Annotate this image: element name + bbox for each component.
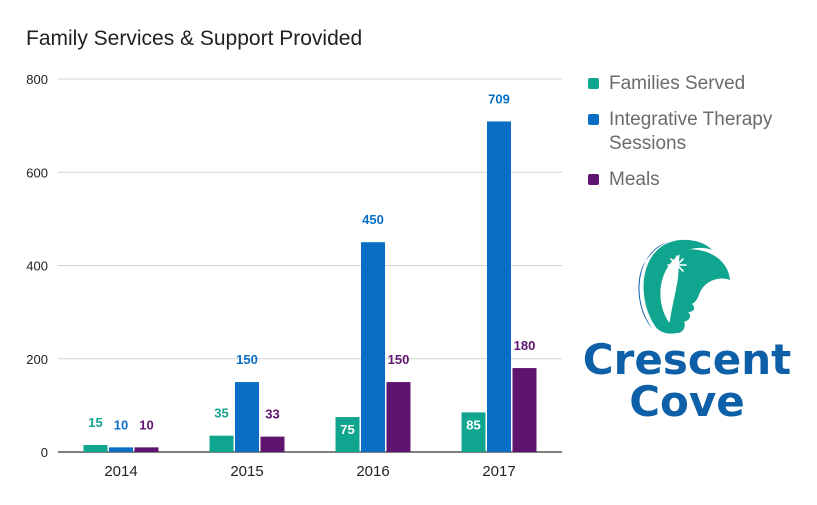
data-label: 150: [236, 352, 258, 367]
y-tick-label: 800: [26, 72, 48, 87]
y-tick-label: 400: [26, 259, 48, 274]
y-tick-label: 600: [26, 165, 48, 180]
legend-item-meals: Meals: [588, 168, 803, 192]
crescent-moon-icon: [643, 239, 712, 334]
data-label: 180: [514, 338, 536, 353]
x-tick-label: 2017: [482, 463, 515, 480]
bar: [109, 447, 133, 452]
gridlines: [58, 78, 562, 453]
legend-label: Families Served: [609, 73, 746, 94]
star-icon: [667, 255, 687, 275]
logo-line-1: Crescent: [583, 335, 791, 384]
bar: [83, 445, 108, 452]
x-tick-label: 2014: [104, 463, 137, 480]
legend-swatch: [588, 114, 599, 125]
bar: [461, 412, 486, 452]
chart-title: Family Services & Support Provided: [26, 27, 363, 50]
data-label: 10: [139, 417, 153, 432]
legend-label: Integrative Therapy Sessions: [609, 109, 773, 154]
data-label: 10: [114, 417, 128, 432]
bar: [386, 382, 411, 452]
x-axis: 2014 2015 2016 2017: [104, 463, 515, 480]
y-tick-label: 0: [41, 445, 48, 460]
bar: [335, 417, 360, 452]
x-tick-label: 2016: [356, 463, 389, 480]
bar: [512, 368, 537, 452]
data-label: 150: [388, 352, 410, 367]
legend-swatch: [588, 174, 599, 185]
data-labels: 15 10 10 35 150 33 75 450 150 85 709 180: [88, 91, 535, 437]
data-label: 15: [88, 415, 102, 430]
bars: [83, 121, 537, 453]
data-label: 450: [362, 212, 384, 227]
x-tick-label: 2015: [230, 463, 263, 480]
legend-swatch: [588, 78, 599, 89]
bar: [260, 436, 285, 452]
crescent-cove-logo: Crescent Cove: [583, 239, 791, 426]
data-label: 33: [265, 407, 279, 422]
y-tick-label: 200: [26, 352, 48, 367]
bar: [134, 447, 159, 452]
legend-label: Meals: [609, 169, 660, 190]
face-profile-icon: [669, 249, 730, 333]
y-axis: 0 200 400 600 800: [26, 72, 48, 460]
bar: [209, 435, 234, 452]
bar: [235, 382, 259, 452]
bar: [361, 242, 385, 452]
legend: Families Served Integrative Therapy Sess…: [588, 72, 803, 204]
data-label: 35: [214, 406, 228, 421]
data-label: 85: [466, 417, 480, 432]
bar: [487, 121, 511, 453]
data-label: 709: [488, 91, 510, 106]
logo-line-2: Cove: [629, 377, 745, 426]
legend-item-therapy-sessions: Integrative Therapy Sessions: [588, 108, 803, 156]
data-label: 75: [340, 422, 354, 437]
legend-item-families-served: Families Served: [588, 72, 803, 96]
bar-chart: 0 200 400 600 800 15 10 10 35 150 33 75 450 150 85 709…: [26, 72, 562, 480]
